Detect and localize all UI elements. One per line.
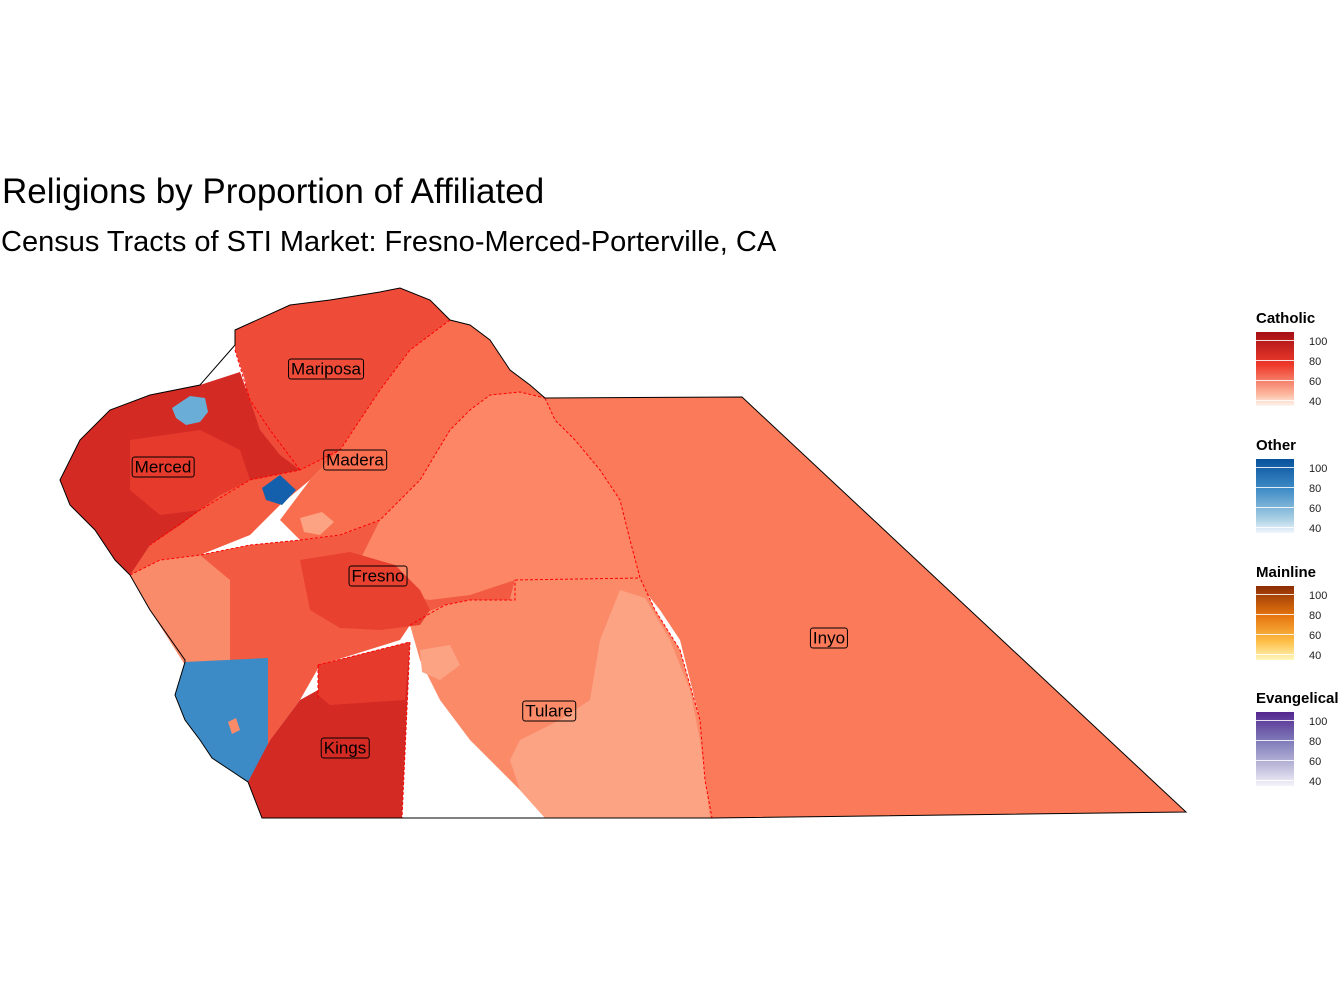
legend-label: 100 bbox=[1309, 716, 1328, 728]
county-label-tulare: Tulare bbox=[522, 700, 576, 722]
legend-label: 80 bbox=[1309, 736, 1322, 748]
legend-title: Other bbox=[1256, 437, 1297, 454]
legend-label: 80 bbox=[1309, 356, 1322, 368]
legend-other: Other 100 80 60 40 bbox=[1256, 437, 1344, 539]
map-title: Religions by Proportion of Affiliated bbox=[2, 172, 545, 211]
kings-north bbox=[318, 642, 410, 705]
county-label-inyo: Inyo bbox=[809, 627, 849, 649]
madera-other-tract[interactable] bbox=[262, 475, 296, 505]
color-bar bbox=[1256, 586, 1294, 660]
legend-label: 100 bbox=[1309, 336, 1328, 348]
legend-label: 40 bbox=[1309, 396, 1322, 408]
merced-center bbox=[130, 430, 250, 515]
legend-label: 60 bbox=[1309, 503, 1322, 515]
fresno-west-pale bbox=[130, 555, 230, 665]
legend-mainline: Mainline 100 80 60 40 bbox=[1256, 564, 1344, 666]
county-label-fresno: Fresno bbox=[348, 565, 408, 587]
madera-east bbox=[280, 320, 545, 540]
legend-label: 40 bbox=[1309, 776, 1322, 788]
fresno-light-tract bbox=[300, 512, 334, 535]
county-label-kings: Kings bbox=[320, 737, 370, 759]
market-outline bbox=[59, 287, 1188, 819]
legend-label: 40 bbox=[1309, 650, 1322, 662]
legend-label: 60 bbox=[1309, 756, 1322, 768]
legend-label: 40 bbox=[1309, 523, 1322, 535]
county-label-merced: Merced bbox=[131, 456, 195, 478]
county-label-madera: Madera bbox=[323, 449, 387, 471]
legend-title: Evangelical bbox=[1256, 690, 1339, 707]
merced-other-tract[interactable] bbox=[172, 396, 208, 425]
fresno-other-tract[interactable] bbox=[175, 658, 268, 782]
color-bar bbox=[1256, 459, 1294, 533]
fresno-urban bbox=[300, 552, 430, 630]
county-label-mariposa: Mariposa bbox=[288, 358, 364, 380]
legend-title: Catholic bbox=[1256, 310, 1316, 327]
legend-label: 60 bbox=[1309, 376, 1322, 388]
county-inyo[interactable] bbox=[545, 397, 1186, 818]
legend-label: 80 bbox=[1309, 483, 1322, 495]
legend-label: 60 bbox=[1309, 630, 1322, 642]
color-bar bbox=[1256, 712, 1294, 786]
fresno-east bbox=[360, 392, 640, 600]
legend-evangelical: Evangelical 100 80 60 40 bbox=[1256, 690, 1344, 792]
map-subtitle: Census Tracts of STI Market: Fresno-Merc… bbox=[1, 226, 777, 258]
legend-label: 80 bbox=[1309, 610, 1322, 622]
tulare-east-pale bbox=[510, 590, 710, 818]
tulare-urban-tract bbox=[420, 645, 460, 680]
color-bar bbox=[1256, 332, 1294, 406]
legend-title: Mainline bbox=[1256, 564, 1317, 581]
legend-label: 100 bbox=[1309, 463, 1328, 475]
blue-speck bbox=[228, 718, 240, 734]
legend-label: 100 bbox=[1309, 590, 1328, 602]
legend-catholic: Catholic 100 80 60 40 bbox=[1256, 310, 1344, 412]
